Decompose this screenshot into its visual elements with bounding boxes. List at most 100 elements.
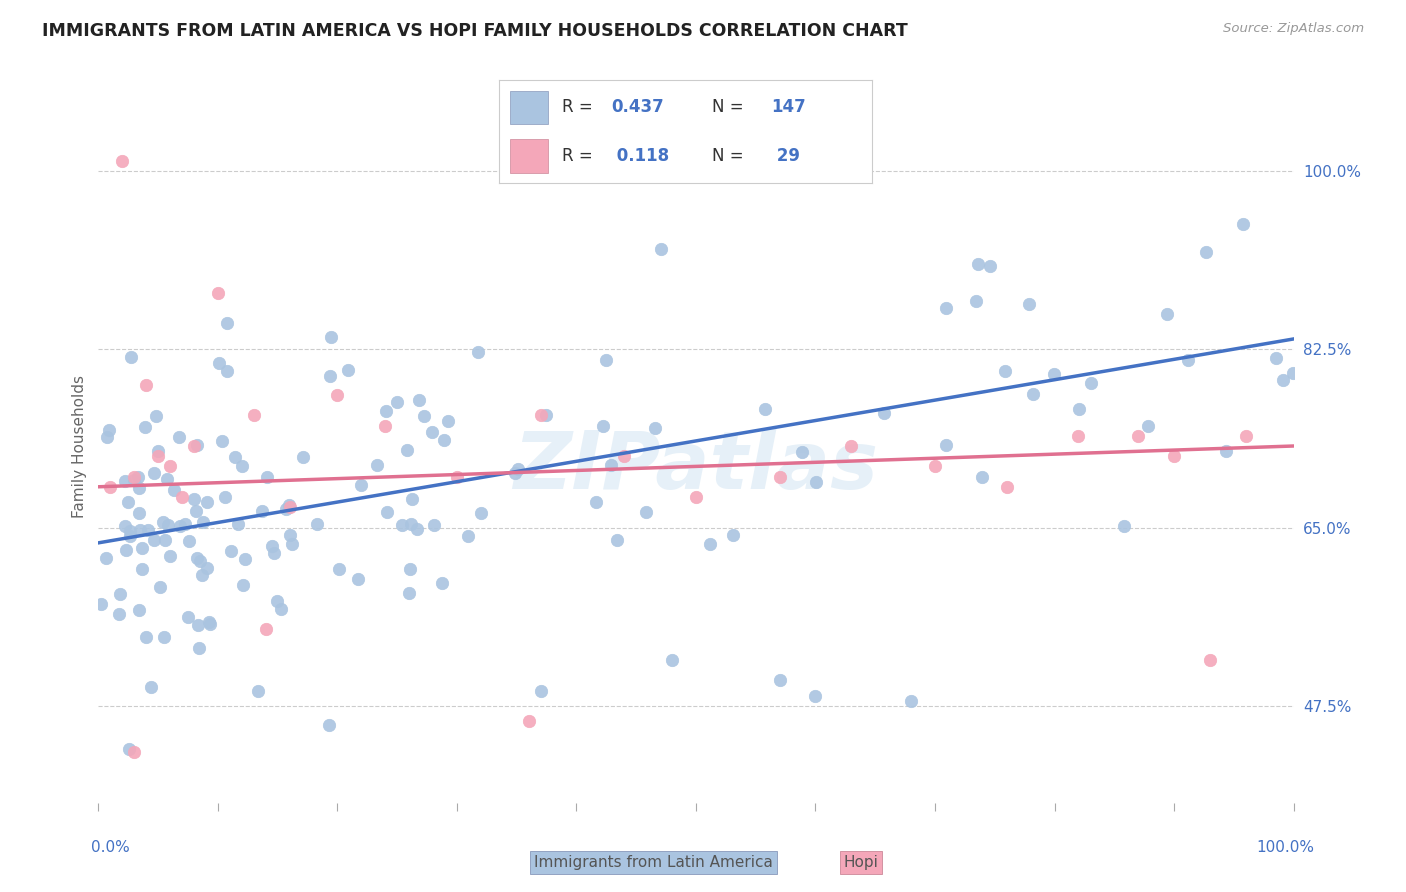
- Point: [613, 449, 636, 463]
- Point: [190, 554, 212, 568]
- Point: [111, 153, 134, 168]
- Point: [650, 243, 672, 257]
- Text: R =: R =: [562, 98, 599, 117]
- Point: [172, 490, 194, 504]
- Text: Hopi: Hopi: [844, 855, 879, 870]
- Point: [114, 518, 136, 533]
- Point: [270, 601, 292, 615]
- Point: [1136, 418, 1159, 433]
- FancyBboxPatch shape: [510, 91, 547, 124]
- Text: R =: R =: [562, 146, 599, 165]
- Point: [1067, 402, 1090, 417]
- Point: [307, 517, 329, 532]
- Point: [276, 501, 298, 516]
- Point: [208, 356, 231, 370]
- Text: 0.0%: 0.0%: [91, 840, 131, 855]
- Point: [965, 293, 987, 308]
- Point: [174, 517, 197, 532]
- Point: [1271, 373, 1294, 387]
- Point: [337, 362, 360, 376]
- Point: [96, 430, 118, 444]
- Point: [233, 552, 256, 566]
- Point: [186, 438, 208, 452]
- Point: [187, 641, 209, 656]
- Point: [375, 505, 398, 519]
- Point: [328, 562, 350, 576]
- Point: [114, 543, 136, 558]
- Point: [395, 443, 418, 458]
- Point: [319, 329, 342, 343]
- Point: [1156, 307, 1178, 321]
- Point: [644, 421, 666, 435]
- Point: [136, 523, 159, 537]
- Point: [131, 562, 153, 576]
- Point: [970, 470, 993, 484]
- Point: [1043, 367, 1066, 381]
- Point: [243, 409, 266, 423]
- Point: [156, 472, 179, 486]
- Point: [177, 533, 200, 548]
- Point: [873, 406, 896, 420]
- Point: [391, 517, 413, 532]
- Point: [167, 430, 190, 444]
- Point: [790, 445, 813, 459]
- Point: [350, 478, 373, 492]
- Point: [1195, 244, 1218, 259]
- Point: [183, 492, 205, 507]
- Point: [266, 594, 288, 608]
- Point: [94, 551, 117, 566]
- Point: [120, 351, 142, 365]
- Text: ZIPatlas: ZIPatlas: [513, 428, 879, 507]
- Point: [1067, 429, 1090, 443]
- Point: [1234, 429, 1257, 443]
- Point: [219, 544, 242, 558]
- Point: [347, 572, 370, 586]
- Point: [98, 480, 122, 494]
- Point: [723, 527, 745, 541]
- Point: [159, 459, 181, 474]
- Point: [159, 549, 181, 563]
- Point: [278, 500, 301, 515]
- Point: [374, 403, 396, 417]
- Point: [263, 546, 285, 560]
- Point: [214, 490, 236, 504]
- Point: [211, 434, 233, 449]
- Point: [446, 469, 468, 483]
- Point: [924, 459, 946, 474]
- Point: [129, 523, 152, 537]
- Point: [118, 741, 141, 756]
- Point: [374, 418, 396, 433]
- Point: [191, 567, 214, 582]
- Point: [187, 617, 209, 632]
- Point: [128, 481, 150, 495]
- Point: [900, 694, 922, 708]
- Point: [398, 586, 420, 600]
- Point: [437, 414, 460, 428]
- Point: [135, 377, 157, 392]
- Point: [804, 689, 827, 703]
- Point: [226, 517, 249, 532]
- Point: [399, 516, 422, 531]
- Text: Immigrants from Latin America: Immigrants from Latin America: [534, 855, 773, 870]
- Point: [232, 578, 254, 592]
- Point: [506, 462, 529, 476]
- Point: [1199, 653, 1222, 667]
- Point: [995, 480, 1018, 494]
- Point: [142, 533, 165, 548]
- Point: [134, 420, 156, 434]
- Point: [804, 475, 827, 489]
- Text: 0.437: 0.437: [612, 98, 664, 117]
- Point: [366, 458, 388, 472]
- Point: [127, 470, 149, 484]
- Point: [1265, 351, 1288, 365]
- Point: [118, 528, 141, 542]
- Point: [143, 466, 166, 480]
- Point: [433, 434, 456, 448]
- Point: [148, 449, 170, 463]
- Point: [278, 528, 301, 542]
- Point: [153, 631, 176, 645]
- Point: [256, 470, 278, 484]
- Point: [117, 495, 139, 509]
- Text: 100.0%: 100.0%: [1257, 840, 1315, 855]
- Point: [169, 518, 191, 533]
